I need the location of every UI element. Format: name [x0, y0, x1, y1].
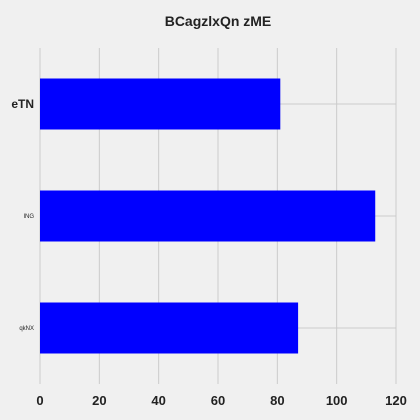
x-tick-label: 100 [326, 393, 348, 408]
x-tick-label: 40 [151, 393, 165, 408]
y-tick-label: qkNX [19, 326, 34, 332]
y-tick-labels: eTN lNG qkNX [11, 97, 34, 332]
x-tick-label: 80 [270, 393, 284, 408]
x-tick-label: 20 [92, 393, 106, 408]
x-tick-label: 120 [385, 393, 407, 408]
x-tick-label: 60 [211, 393, 225, 408]
x-tick-label: 0 [36, 393, 43, 408]
y-tick-label: lNG [24, 214, 35, 220]
bars-layer [40, 78, 376, 354]
x-tick-labels: 0 20 40 60 80 100 120 [36, 393, 406, 408]
bar-eTN [40, 78, 281, 130]
bar-qkNX [40, 302, 299, 354]
chart-title: BCagzlxQn zME [165, 13, 272, 29]
bar-lNG [40, 190, 376, 242]
y-tick-label: eTN [11, 97, 34, 111]
